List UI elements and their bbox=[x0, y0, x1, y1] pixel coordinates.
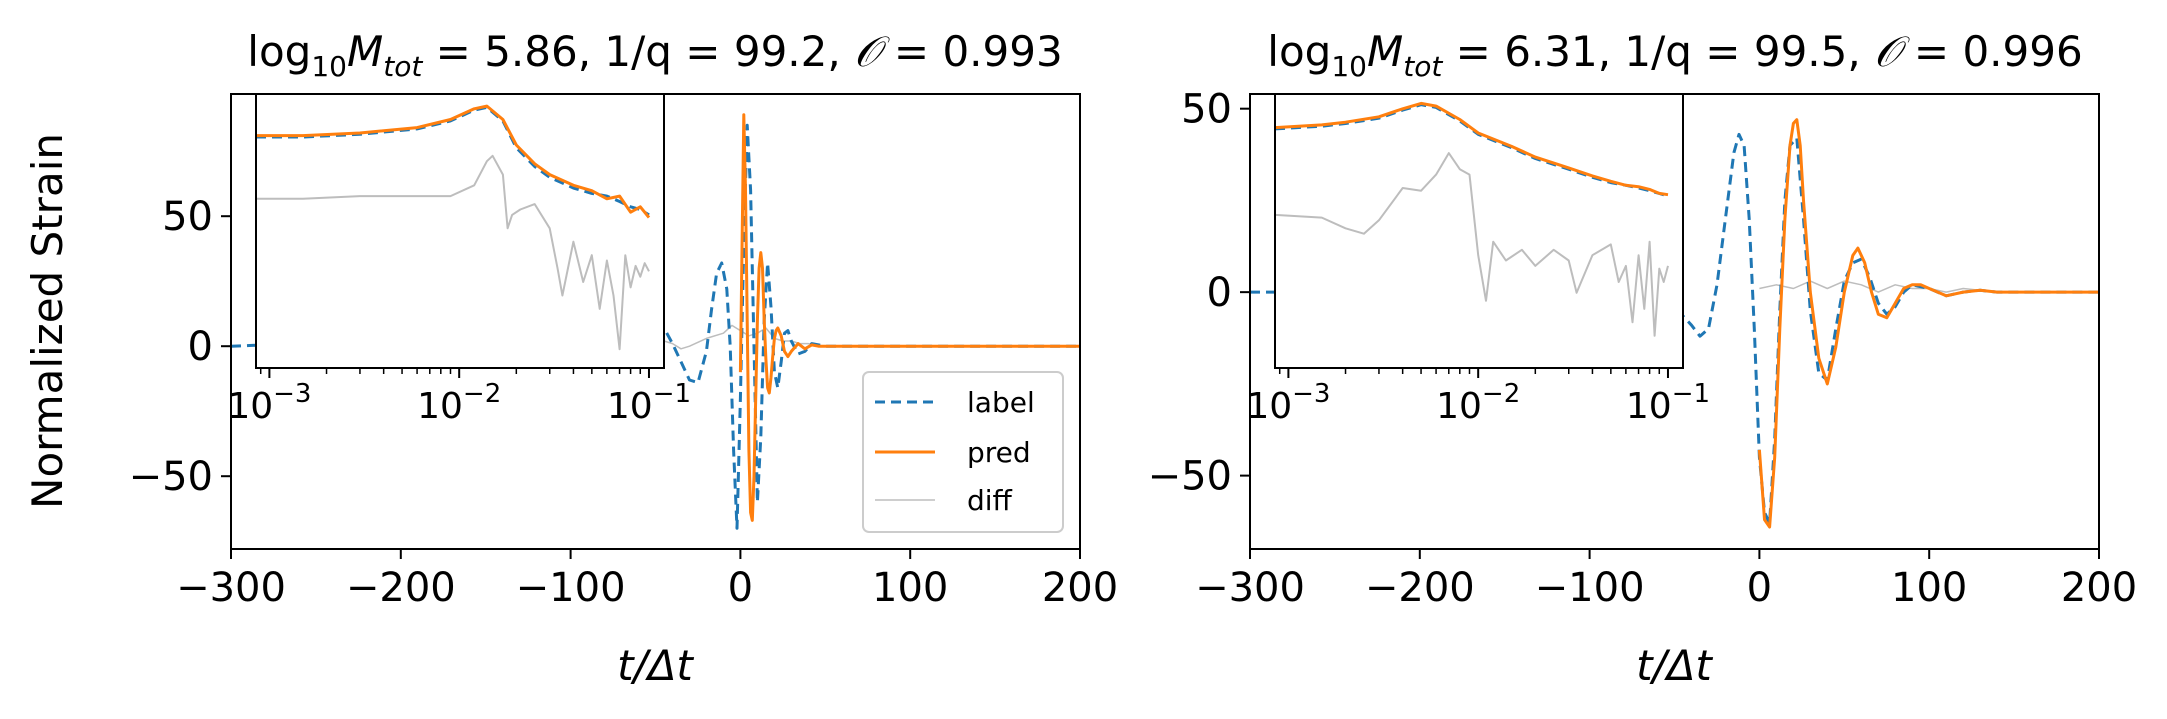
inset-x-tick-label: 10−1 bbox=[1626, 379, 1710, 427]
panel-left-inset-ticks: 10−3 10−2 10−1 bbox=[227, 368, 691, 427]
panel-left-title: log10Mtot = 5.86, 1/q = 99.2, 𝒪 = 0.993 bbox=[247, 27, 1062, 83]
y-tick-label: 0 bbox=[1207, 270, 1232, 316]
y-tick-label: −50 bbox=[129, 454, 213, 500]
legend-frame bbox=[862, 371, 1064, 533]
y-tick-label: −50 bbox=[1148, 454, 1232, 500]
y-tick-label: 50 bbox=[1181, 87, 1232, 133]
y-tick-label: 50 bbox=[162, 194, 213, 240]
series-pred-line bbox=[738, 113, 1080, 522]
panel-right-inset: 10−3 10−2 10−1 bbox=[1246, 93, 1710, 427]
panel-right-inset-ticks: 10−3 10−2 10−1 bbox=[1246, 368, 1710, 427]
panel-right-series bbox=[1250, 118, 2099, 529]
x-tick-label: −200 bbox=[1365, 565, 1475, 611]
panel-left-inset-background bbox=[256, 94, 664, 368]
inset-series-diff-line bbox=[256, 154, 650, 351]
x-tick-label: −200 bbox=[346, 565, 456, 611]
panel-left-series bbox=[231, 113, 1080, 530]
inset-x-tick-label: 10−2 bbox=[417, 379, 501, 427]
panel-right-title: log10Mtot = 6.31, 1/q = 99.5, 𝒪 = 0.996 bbox=[1267, 27, 2082, 83]
x-tick-label: 200 bbox=[2061, 565, 2137, 611]
legend-entry-label: label bbox=[967, 386, 1035, 419]
legend-entry-diff: diff bbox=[967, 484, 1013, 517]
y-tick-label: 0 bbox=[188, 324, 213, 370]
inset-series-pred-line bbox=[1275, 101, 1669, 197]
panel-right-inset-series bbox=[1275, 101, 1669, 337]
y-axis-label: Normalized Strain bbox=[23, 133, 72, 509]
inset-x-tick-label: 10−1 bbox=[607, 379, 691, 427]
x-tick-label: −300 bbox=[176, 565, 286, 611]
x-tick-label: −300 bbox=[1195, 565, 1305, 611]
panel-left-x-label: t/Δt bbox=[617, 641, 694, 690]
x-tick-label: 0 bbox=[728, 565, 753, 611]
panel-right-x-label: t/Δt bbox=[1636, 641, 1713, 690]
panel-right-ticks: −300 −200 −100 0 100 200 −50 0 50 bbox=[1148, 87, 2138, 611]
inset-x-tick-label: 10−2 bbox=[1436, 379, 1520, 427]
panel-left-inset-series bbox=[256, 104, 651, 351]
panel-left-ticks: −300 −200 −100 0 100 200 −50 0 50 bbox=[129, 194, 1119, 611]
x-tick-label: 100 bbox=[1891, 565, 1967, 611]
x-tick-label: −100 bbox=[516, 565, 626, 611]
inset-series-pred-line bbox=[256, 104, 651, 219]
inset-x-tick-label: 10−3 bbox=[1246, 379, 1330, 427]
legend-entry-pred: pred bbox=[967, 436, 1031, 469]
inset-series-diff-line bbox=[1275, 152, 1669, 337]
x-tick-label: 100 bbox=[872, 565, 948, 611]
inset-x-tick-label: 10−3 bbox=[227, 379, 311, 427]
panel-right-inset-background bbox=[1275, 94, 1683, 368]
panel-left-inset: 10−3 10−2 10−1 bbox=[227, 93, 691, 427]
panel-left: log10Mtot = 5.86, 1/q = 99.2, 𝒪 = 0.993 … bbox=[129, 27, 1119, 690]
series-label-line bbox=[1250, 132, 2099, 525]
legend: label pred diff bbox=[862, 371, 1064, 533]
x-tick-label: 0 bbox=[1747, 565, 1772, 611]
x-tick-label: 200 bbox=[1042, 565, 1118, 611]
series-pred-line bbox=[1757, 118, 2099, 529]
x-tick-label: −100 bbox=[1535, 565, 1645, 611]
panel-right: log10Mtot = 6.31, 1/q = 99.5, 𝒪 = 0.996 … bbox=[1148, 27, 2138, 690]
